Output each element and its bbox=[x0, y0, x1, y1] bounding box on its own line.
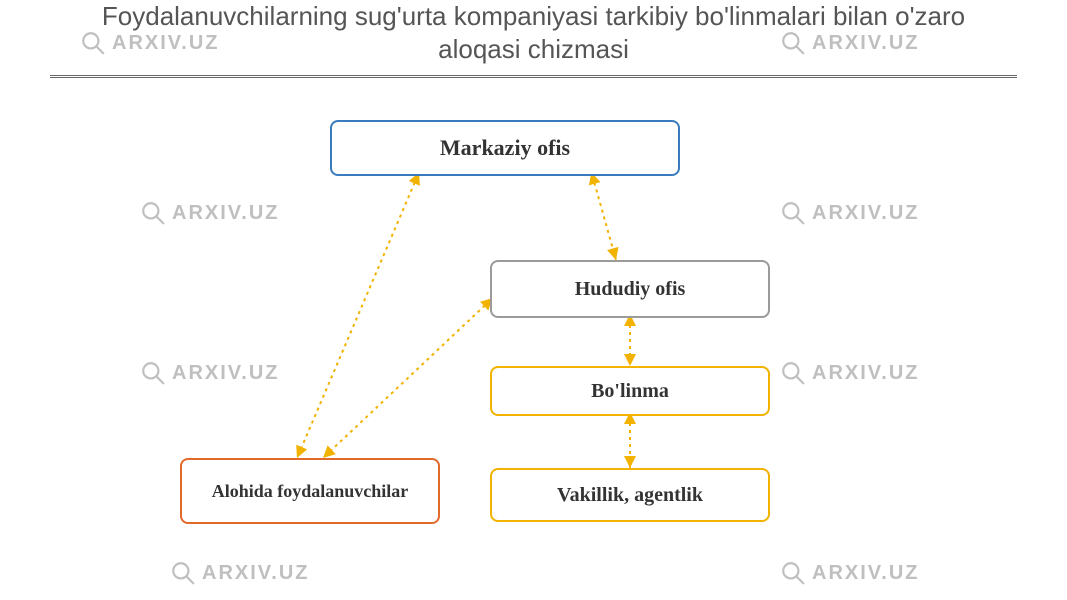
title-divider bbox=[50, 75, 1017, 78]
node-label: Bo'linma bbox=[591, 380, 669, 403]
node-agency: Vakillik, agentlik bbox=[490, 468, 770, 522]
edge bbox=[297, 176, 418, 458]
node-label: Vakillik, agentlik bbox=[557, 484, 703, 507]
node-label: Hududiy ofis bbox=[575, 278, 686, 301]
diagram-area: Markaziy ofis Hududiy ofis Bo'linma Vakilli… bbox=[0, 110, 1067, 600]
page-title: Foydalanuvchilarning sug'urta kompaniyas… bbox=[0, 0, 1067, 73]
node-regional: Hududiy ofis bbox=[490, 260, 770, 318]
node-label: Alohida foydalanuvchilar bbox=[212, 481, 409, 502]
node-label: Markaziy ofis bbox=[440, 135, 570, 161]
edge bbox=[593, 176, 617, 260]
diagram-edges bbox=[0, 110, 1067, 600]
node-division: Bo'linma bbox=[490, 366, 770, 416]
edge bbox=[323, 301, 490, 458]
node-central: Markaziy ofis bbox=[330, 120, 680, 176]
node-users: Alohida foydalanuvchilar bbox=[180, 458, 440, 524]
